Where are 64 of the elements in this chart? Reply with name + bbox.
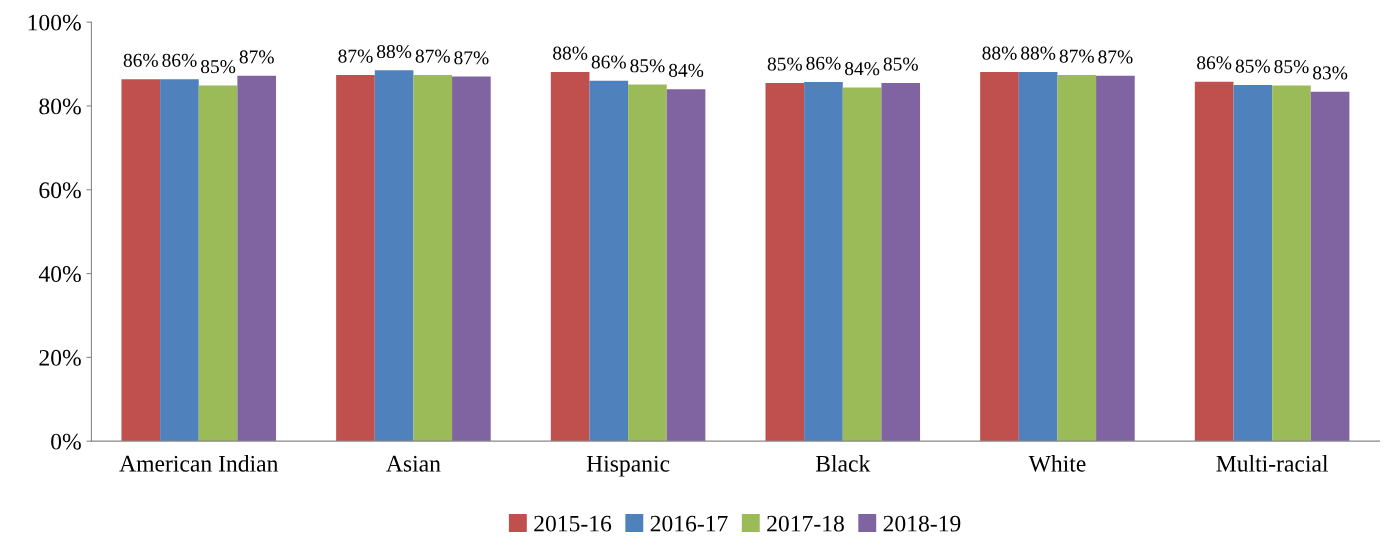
bar bbox=[628, 84, 667, 442]
y-tick-label: 0% bbox=[51, 433, 81, 450]
x-tick-label: Black bbox=[815, 455, 871, 472]
data-label: 85% bbox=[1274, 60, 1309, 74]
data-label: 86% bbox=[1197, 56, 1232, 70]
y-tick-label: 60% bbox=[39, 182, 81, 199]
data-label: 87% bbox=[454, 51, 489, 65]
data-label: 87% bbox=[239, 50, 274, 64]
data-label: 86% bbox=[123, 53, 158, 67]
data-label: 86% bbox=[806, 56, 841, 70]
bar bbox=[1096, 75, 1135, 442]
x-tick-label: Asian bbox=[386, 455, 441, 472]
bar bbox=[121, 79, 161, 442]
data-label: 87% bbox=[415, 49, 450, 63]
data-label: 88% bbox=[377, 44, 412, 59]
legend-label: 2015-16 bbox=[534, 515, 612, 532]
bar bbox=[666, 89, 706, 442]
legend-label: 2016-17 bbox=[650, 515, 728, 532]
bar bbox=[1057, 74, 1097, 442]
bar bbox=[1310, 91, 1350, 442]
bar bbox=[550, 72, 590, 442]
legend-label: 2018-19 bbox=[883, 515, 961, 532]
bar bbox=[1272, 85, 1311, 442]
y-tick-label: 100% bbox=[28, 14, 81, 31]
bar bbox=[1018, 72, 1058, 442]
y-tick-label: 40% bbox=[38, 266, 81, 283]
data-label: 88% bbox=[982, 46, 1017, 60]
bar bbox=[198, 85, 238, 442]
data-label: 88% bbox=[553, 46, 588, 60]
data-label: 85% bbox=[200, 60, 236, 74]
y-tick-label: 20% bbox=[39, 349, 81, 366]
data-label: 86% bbox=[591, 55, 626, 69]
bar bbox=[160, 79, 199, 442]
bar bbox=[980, 72, 1019, 442]
bar bbox=[336, 74, 375, 442]
data-label: 84% bbox=[668, 63, 704, 77]
bar bbox=[1194, 81, 1234, 442]
data-label: 85% bbox=[767, 57, 802, 71]
bar bbox=[589, 80, 629, 442]
bar bbox=[374, 70, 414, 442]
x-tick-label: Hispanic bbox=[586, 455, 670, 477]
data-label: 87% bbox=[1059, 49, 1094, 63]
bar bbox=[452, 76, 491, 442]
bar bbox=[804, 82, 843, 442]
data-label: 87% bbox=[338, 49, 373, 63]
bar bbox=[237, 75, 277, 442]
bar bbox=[842, 87, 882, 442]
data-label: 85% bbox=[883, 57, 918, 71]
data-label: 88% bbox=[1021, 46, 1056, 60]
data-label: 87% bbox=[1098, 50, 1133, 64]
bar bbox=[765, 82, 805, 442]
data-label: 85% bbox=[1235, 59, 1270, 73]
x-tick-label: American Indian bbox=[119, 455, 279, 472]
x-tick-label: Multi-racial bbox=[1216, 455, 1329, 472]
data-label: 86% bbox=[162, 53, 197, 67]
data-label: 83% bbox=[1313, 66, 1348, 80]
y-tick-label: 80% bbox=[39, 98, 81, 115]
x-tick-label: White bbox=[1028, 455, 1086, 472]
bar bbox=[881, 82, 921, 442]
legend-label: 2017-18 bbox=[767, 515, 844, 532]
bar bbox=[413, 74, 453, 442]
data-label: 85% bbox=[630, 59, 665, 73]
bar bbox=[1233, 85, 1273, 442]
data-label: 84% bbox=[845, 62, 880, 76]
